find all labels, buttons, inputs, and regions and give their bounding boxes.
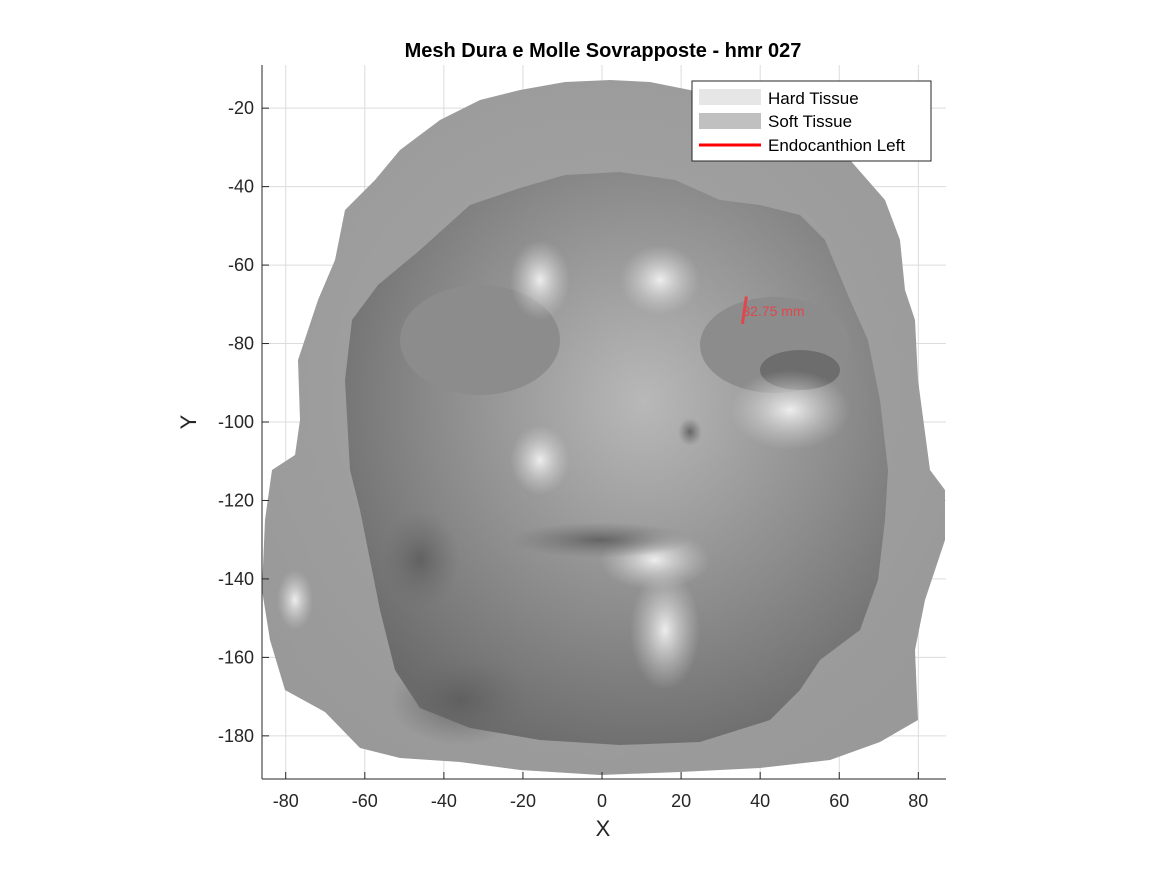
- y-tick-label: -40: [228, 177, 254, 197]
- x-tick-label: 40: [750, 791, 770, 811]
- y-tick-label: -80: [228, 334, 254, 354]
- legend: Hard Tissue Soft Tissue Endocanthion Lef…: [691, 80, 932, 162]
- y-tick-label: -20: [228, 98, 254, 118]
- y-axis-label: Y: [176, 414, 201, 429]
- x-tick-label: -60: [352, 791, 378, 811]
- y-tick-label: -180: [218, 726, 254, 746]
- chart-title: Mesh Dura e Molle Sovrapposte - hmr 027: [405, 40, 802, 62]
- highlight-shape: [630, 570, 700, 690]
- x-tick-label: 60: [829, 791, 849, 811]
- x-ticks: -80 -60 -40 -20 0 20 40 60 80: [273, 772, 928, 811]
- y-ticks: -20 -40 -60 -80 -100 -120 -140 -160 -180: [218, 98, 269, 746]
- y-tick-label: -60: [228, 255, 254, 275]
- endocanthion-left-measure-line: [740, 296, 748, 325]
- shadow-shape: [510, 522, 690, 558]
- x-tick-label: 0: [597, 791, 607, 811]
- legend-swatch-soft-tissue: [699, 113, 761, 129]
- legend-label-hard-tissue: Hard Tissue: [768, 89, 859, 108]
- measurement-label: 32.75 mm: [742, 303, 804, 319]
- x-tick-label: -80: [273, 791, 299, 811]
- highlight-shape: [510, 425, 570, 495]
- legend-label-soft-tissue: Soft Tissue: [768, 112, 852, 131]
- highlight-shape: [277, 570, 313, 630]
- y-tick-label: -140: [218, 569, 254, 589]
- highlight-shape: [620, 245, 700, 315]
- y-tick-label: -120: [218, 490, 254, 510]
- eye-socket-shape: [400, 285, 560, 395]
- x-tick-label: -20: [510, 791, 536, 811]
- shadow-shape: [380, 510, 460, 610]
- shadow-shape: [678, 418, 702, 446]
- x-tick-label: 80: [908, 791, 928, 811]
- highlight-shape: [730, 370, 850, 450]
- shadow-shape: [390, 655, 530, 745]
- hard-tissue-mesh: [345, 172, 888, 745]
- mesh-rendering: [262, 80, 945, 775]
- y-tick-label: -100: [218, 412, 254, 432]
- x-axis-label: X: [596, 816, 611, 841]
- x-tick-label: 20: [671, 791, 691, 811]
- legend-label-endocanthion-left: Endocanthion Left: [768, 136, 905, 155]
- x-tick-label: -40: [431, 791, 457, 811]
- highlight-shape: [510, 240, 570, 320]
- y-tick-label: -160: [218, 647, 254, 667]
- legend-swatch-hard-tissue: [699, 89, 761, 105]
